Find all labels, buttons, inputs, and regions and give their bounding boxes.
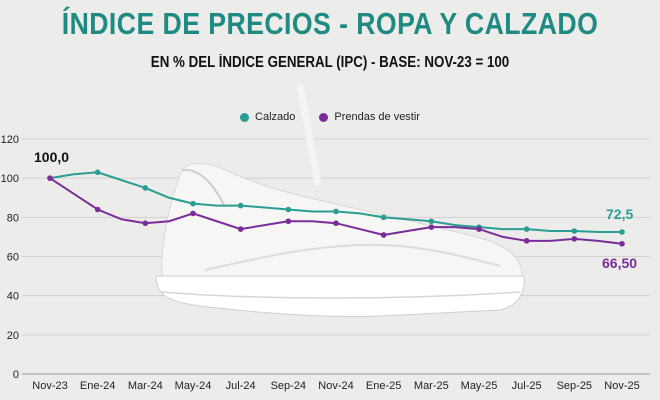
data-point-calzado bbox=[237, 202, 244, 209]
x-tick-label: Nov-25 bbox=[604, 380, 639, 392]
data-point-prendas bbox=[142, 220, 149, 227]
calzado-end-label: 72,5 bbox=[606, 206, 633, 222]
x-tick-label: May-25 bbox=[461, 380, 498, 392]
shoe-sole bbox=[155, 275, 525, 317]
x-tick-label: Mar-25 bbox=[414, 380, 449, 392]
prendas-end-label: 66,50 bbox=[602, 255, 637, 271]
chart-subtitle: EN % DEL ÍNDICE GENERAL (IPC) - BASE: NO… bbox=[150, 54, 510, 71]
legend: Calzado Prendas de vestir bbox=[0, 111, 660, 123]
x-tick-label: Jul-25 bbox=[512, 380, 542, 392]
data-point-prendas bbox=[619, 240, 625, 247]
data-point-prendas bbox=[190, 210, 196, 217]
legend-label-prendas: Prendas de vestir bbox=[334, 111, 420, 123]
start-value-label: 100,0 bbox=[34, 149, 69, 165]
data-point-calzado bbox=[190, 200, 196, 207]
shoe-collar bbox=[181, 168, 225, 206]
y-tick-label: 120 bbox=[1, 134, 19, 146]
legend-item-prendas: Prendas de vestir bbox=[319, 111, 420, 123]
data-point-prendas bbox=[428, 224, 435, 230]
data-point-calzado bbox=[571, 228, 578, 234]
x-tick-label: Sep-25 bbox=[557, 380, 592, 392]
y-tick-label: 60 bbox=[7, 252, 19, 264]
data-point-calzado bbox=[619, 229, 625, 235]
legend-marker-prendas bbox=[319, 112, 329, 122]
data-point-prendas bbox=[47, 175, 53, 181]
x-tick-label: Ene-25 bbox=[366, 380, 401, 392]
data-point-prendas bbox=[476, 226, 482, 232]
data-point-prendas bbox=[285, 218, 292, 225]
sneaker-illustration bbox=[155, 84, 525, 317]
chart-title: ÍNDICE DE PRECIOS - ROPA Y CALZADO bbox=[61, 6, 599, 41]
data-point-prendas bbox=[523, 238, 530, 244]
data-point-prendas bbox=[237, 226, 244, 232]
y-tick-label: 40 bbox=[7, 291, 19, 303]
x-tick-label: Nov-23 bbox=[32, 380, 67, 392]
legend-marker-calzado bbox=[240, 112, 250, 122]
data-point-prendas bbox=[94, 206, 101, 213]
data-point-prendas bbox=[571, 236, 578, 242]
x-tick-label: May-24 bbox=[175, 380, 212, 392]
data-point-prendas bbox=[333, 220, 339, 227]
x-tick-label: Nov-24 bbox=[318, 380, 353, 392]
x-tick-label: Jul-24 bbox=[226, 380, 256, 392]
data-point-calzado bbox=[142, 185, 149, 191]
shoe-swoosh bbox=[204, 243, 501, 271]
shoe-upper bbox=[161, 163, 523, 277]
x-tick-label: Ene-24 bbox=[80, 380, 115, 392]
x-tick-label: Sep-24 bbox=[271, 380, 306, 392]
y-tick-label: 100 bbox=[1, 173, 19, 185]
data-point-calzado bbox=[523, 226, 530, 232]
data-point-calzado bbox=[380, 214, 387, 221]
hanging-lace bbox=[296, 84, 322, 186]
y-tick-label: 0 bbox=[13, 369, 19, 381]
data-point-calzado bbox=[285, 206, 292, 213]
legend-label-calzado: Calzado bbox=[255, 111, 296, 123]
legend-item-calzado: Calzado bbox=[240, 111, 295, 123]
data-point-calzado bbox=[428, 218, 435, 225]
data-point-calzado bbox=[333, 208, 339, 215]
data-point-prendas bbox=[380, 232, 387, 238]
y-tick-label: 80 bbox=[7, 212, 19, 224]
shoe-sole-line bbox=[161, 291, 521, 299]
y-tick-label: 20 bbox=[7, 330, 19, 342]
data-point-calzado bbox=[94, 169, 101, 176]
x-tick-label: Mar-24 bbox=[128, 380, 163, 392]
